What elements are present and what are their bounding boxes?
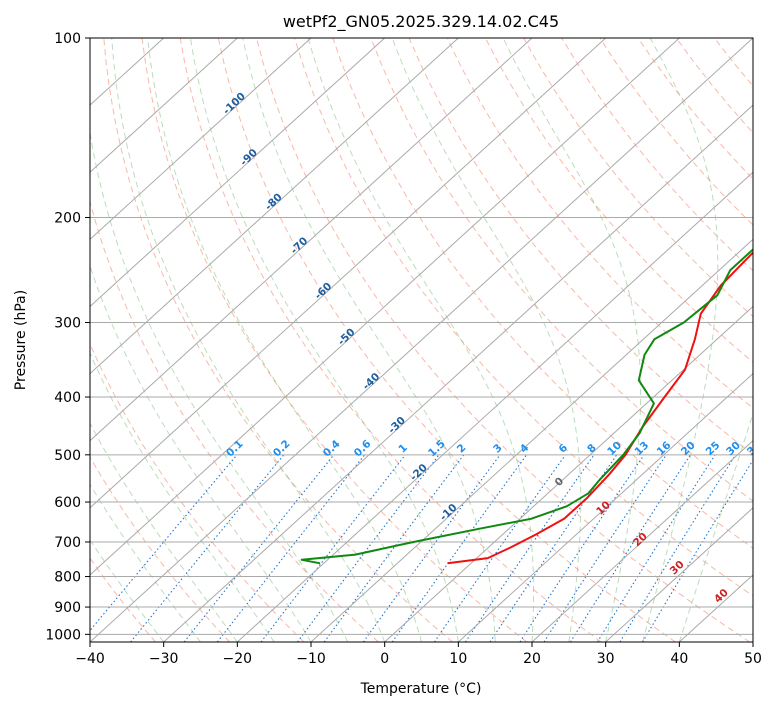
- mixing-ratio-line: [489, 454, 618, 642]
- isotherm-line: [384, 305, 753, 642]
- x-axis-label: Temperature (°C): [360, 681, 482, 697]
- mixing-ratio-line: [391, 454, 528, 642]
- chart-title: wetPf2_GN05.2025.329.14.02.C45: [283, 12, 559, 32]
- mixing-ratio-lines: [90, 454, 753, 642]
- isotherm-line: [457, 372, 753, 642]
- mixing-ratio-line: [433, 454, 566, 642]
- mixing-ratio-line: [216, 454, 366, 642]
- isotherm-gridlines: [90, 38, 753, 642]
- dry-adiabat-line: [141, 38, 528, 642]
- mixing-ratio-line: [260, 454, 406, 642]
- dry-adiabat-line: [256, 38, 751, 642]
- x-tick-label: 0: [380, 651, 389, 667]
- x-tick-label: −10: [296, 651, 326, 667]
- mixing-ratio-line: [90, 454, 238, 632]
- x-tick-label: 30: [597, 651, 615, 667]
- dry-adiabat-line: [90, 342, 305, 642]
- mixing-ratio-line: [543, 454, 667, 642]
- x-tick-label: −20: [223, 651, 253, 667]
- y-axis-ticks: 100 200 300 400 500 600 700 800 900 1000: [45, 31, 90, 643]
- mixing-ratio-line: [297, 454, 440, 642]
- moist-adiabat-line: [678, 411, 753, 642]
- isotherm-line: [90, 38, 533, 442]
- isotherm-line: [90, 38, 386, 308]
- moist-adiabat-line: [190, 38, 459, 642]
- dry-adiabat-line: [90, 199, 379, 642]
- moist-adiabat-line: [147, 38, 422, 642]
- dry-adiabat-line: [446, 38, 753, 409]
- sounding-series: [300, 248, 753, 565]
- y-tick-label: 700: [54, 535, 81, 551]
- isotherm-line: [90, 38, 459, 375]
- temperature-profile-line: [447, 251, 753, 565]
- dry-adiabat-line: [484, 38, 753, 363]
- mixing-ratio-line: [642, 459, 753, 642]
- dry-adiabat-line: [103, 38, 453, 642]
- x-tick-label: 10: [449, 651, 467, 667]
- isotherm-line: [236, 171, 753, 642]
- moist-adiabat-line: [90, 129, 349, 642]
- dry-adiabats: [90, 38, 753, 642]
- y-axis-label: Pressure (hPa): [13, 290, 29, 390]
- x-tick-label: −40: [75, 651, 105, 667]
- moist-adiabat-line: [642, 38, 719, 642]
- isotherm-line: [605, 507, 753, 642]
- x-tick-label: 40: [670, 651, 688, 667]
- isotherm-line: [90, 38, 753, 642]
- isotherm-line: [90, 38, 607, 509]
- x-tick-label: −30: [149, 651, 179, 667]
- moist-adiabat-line: [111, 38, 386, 642]
- moist-adiabat-line: [242, 38, 496, 642]
- dry-adiabat-line: [370, 38, 753, 502]
- y-tick-label: 400: [54, 390, 81, 406]
- y-tick-label: 100: [54, 31, 81, 47]
- y-tick-label: 500: [54, 448, 81, 464]
- dry-adiabat-line: [217, 38, 676, 642]
- isotherm-line: [90, 38, 680, 576]
- moist-adiabat-line: [90, 539, 165, 642]
- mixing-ratio-line: [362, 454, 501, 642]
- y-tick-label: 200: [54, 211, 81, 227]
- dry-adiabat-line: [332, 38, 753, 549]
- mixing-ratio-line: [183, 454, 335, 642]
- moist-adiabat-line: [90, 351, 275, 642]
- y-tick-label: 900: [54, 600, 81, 616]
- mixing-ratio-line: [464, 454, 595, 642]
- isotherm-line: [90, 38, 312, 241]
- y-tick-label: 300: [54, 316, 81, 332]
- dry-adiabat-line: [90, 557, 156, 642]
- isotherm-line: [90, 38, 238, 173]
- plot-frame: [89, 37, 754, 643]
- x-tick-label: 50: [744, 651, 762, 667]
- y-tick-label: 1000: [45, 627, 81, 643]
- isotherm-line: [163, 104, 753, 642]
- moist-adiabat-line: [307, 38, 534, 642]
- isotherm-line: [531, 439, 753, 642]
- mixing-ratio-label: 36: [745, 439, 764, 458]
- moist-adiabat-line: [502, 38, 642, 642]
- moist-adiabat-line: [391, 38, 582, 642]
- moist-adiabat-line: [90, 483, 201, 642]
- x-axis-ticks: −40 −30 −20 −10 0 10 20 30 40 50: [75, 642, 762, 667]
- dewpoint-profile-line: [300, 248, 753, 565]
- mixing-ratio-line: [323, 454, 465, 642]
- x-tick-label: 20: [523, 651, 541, 667]
- y-tick-label: 800: [54, 570, 81, 586]
- y-tick-label: 600: [54, 495, 81, 511]
- moist-adiabat-line: [90, 422, 238, 642]
